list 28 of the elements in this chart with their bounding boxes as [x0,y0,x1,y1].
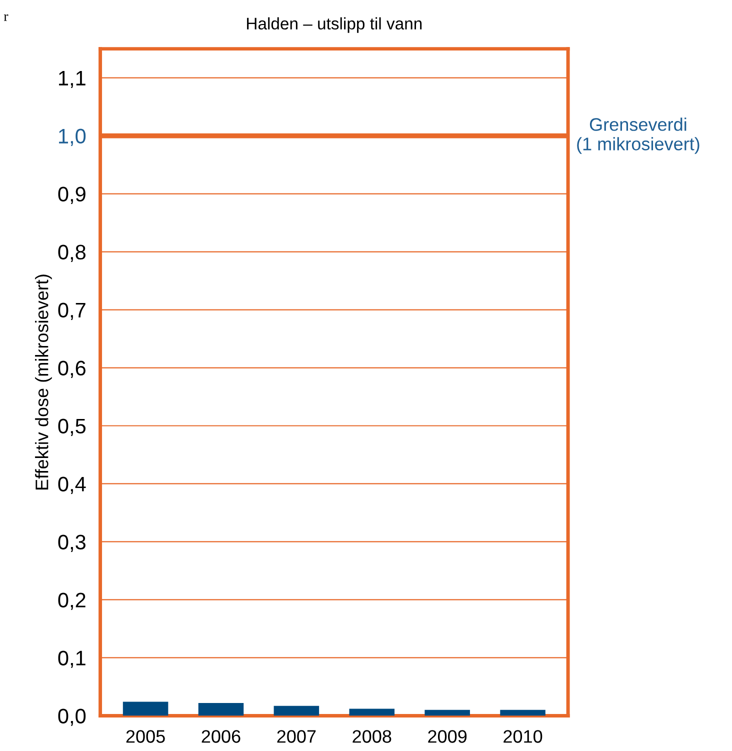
ref-line-label: Grenseverdi (1 mikrosievert) [577,118,700,154]
y-tick-label: 0,0 [58,708,86,726]
x-tick-label: 2010 [504,730,542,743]
y-tick-label: 0,1 [58,650,86,668]
y-tick-label: 0,8 [58,244,86,262]
x-tick-label: 2007 [277,730,316,743]
bar [274,706,320,716]
y-tick-label: 0,4 [58,476,86,494]
y-tick-label: 0,6 [58,360,86,378]
x-tick-label: 2008 [352,730,392,743]
y-tick-label: 0,9 [58,186,86,204]
bar [349,708,395,716]
y-axis-title: Effektiv dose (mikrosievert) [35,274,52,490]
bar [424,710,470,716]
y-tick-label: 0,5 [58,418,86,436]
x-tick-label: 2009 [428,730,467,743]
y-tick-label: 0,3 [58,534,86,552]
y-tick-label: 0,2 [58,592,86,610]
y-tick-label: 1,0 [59,128,86,146]
bar [500,710,546,716]
chart-title: Halden – utslipp til vann [247,17,422,33]
y-tick-label: 1,1 [59,71,86,88]
x-tick-label: 2005 [126,730,165,743]
text: r [4,14,8,21]
bar [198,702,244,716]
y-tick-label: 0,7 [58,302,86,320]
x-tick-label: 2006 [202,730,240,743]
bar [122,702,168,716]
